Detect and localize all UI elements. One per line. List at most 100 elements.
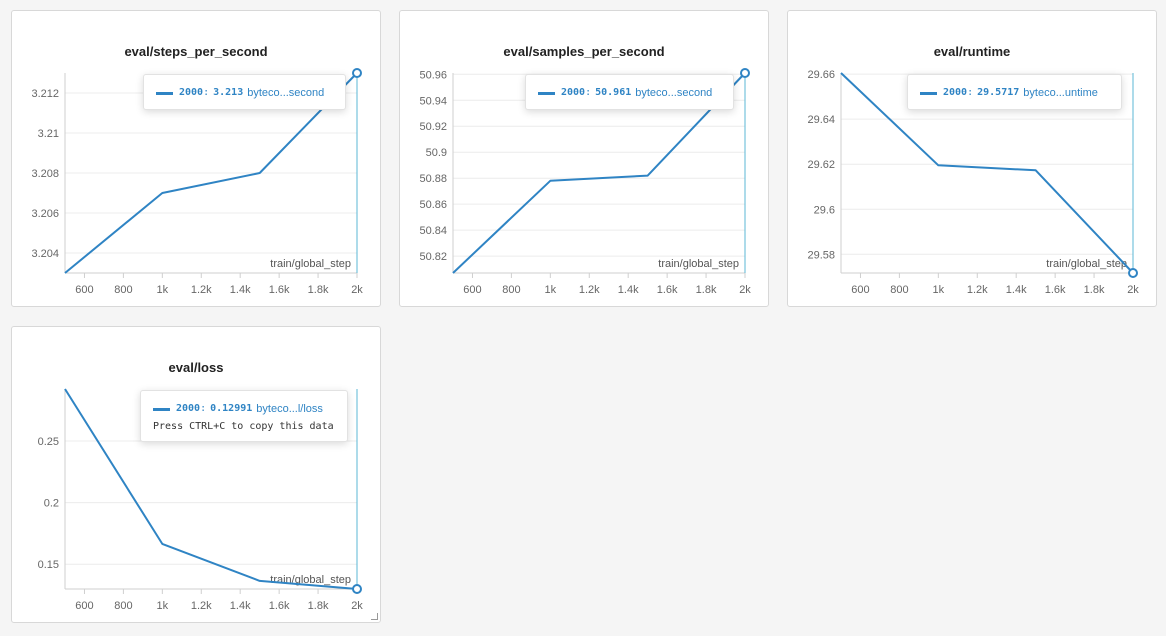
tooltip-value: 50.961 (595, 87, 632, 98)
x-tick-label: 2k (351, 284, 363, 296)
x-axis-label: train/global_step (658, 258, 739, 270)
y-tick-label: 50.84 (419, 225, 447, 237)
y-tick-label: 3.204 (31, 248, 59, 260)
y-tick-label: 0.15 (38, 559, 59, 571)
series-line (840, 72, 1134, 274)
x-tick-label: 800 (114, 284, 132, 296)
y-tick-label: 50.94 (419, 95, 447, 107)
hover-point (352, 68, 362, 78)
x-tick-label: 1.4k (230, 600, 251, 612)
hover-tooltip: 2000 : 50.961 byteco...second (525, 74, 734, 110)
tooltip-step: 2000 (943, 87, 968, 98)
chart-title: eval/runtime (933, 44, 1011, 59)
x-tick-label: 1.2k (191, 600, 212, 612)
x-tick-label: 1.2k (191, 284, 212, 296)
tooltip-step: 2000 (176, 403, 201, 414)
series-swatch (538, 91, 555, 95)
y-tick-label: 29.58 (807, 249, 835, 261)
x-tick-label: 800 (890, 284, 908, 296)
y-tick-label: 29.64 (807, 114, 835, 126)
chart-svg[interactable]: 50.96 50.94 50.92 50.9 50.88 50.86 50.84 50.82 6… (400, 11, 770, 308)
x-tick-label: 1.4k (230, 284, 251, 296)
chart-panel-runtime: eval/runtime 29.66 29.64 29.62 29.6 29.58 600… (787, 10, 1157, 307)
x-tick-label: 1.6k (1045, 284, 1066, 296)
series-line (452, 72, 746, 274)
y-tick-label: 50.9 (426, 147, 447, 159)
x-tick-label: 1.6k (657, 284, 678, 296)
x-tick-label: 1k (545, 284, 557, 296)
x-axis-label: train/global_step (270, 258, 351, 270)
x-axis-label: train/global_step (1046, 258, 1127, 270)
series-line (64, 388, 358, 590)
x-tick-label: 800 (502, 284, 520, 296)
hover-tooltip: 2000 : 3.213 byteco...second (143, 74, 346, 110)
chart-panel-loss: eval/loss 0.25 0.2 0.15 600 800 1k 1.2k 1.4k 1.6… (11, 326, 381, 623)
y-tick-label: 3.212 (31, 88, 59, 100)
tooltip-series-name: byteco...untime (1023, 87, 1098, 99)
tooltip-step: 2000 (561, 87, 586, 98)
hover-point (1128, 268, 1138, 278)
hover-tooltip: 2000 : 0.12991 byteco...l/loss Press CTR… (140, 390, 348, 442)
y-tick-label: 29.6 (814, 204, 835, 216)
tooltip-separator: : (967, 87, 974, 98)
x-tick-label: 600 (851, 284, 869, 296)
x-tick-label: 1.4k (1006, 284, 1027, 296)
y-tick-label: 50.82 (419, 251, 447, 263)
chart-title: eval/loss (168, 360, 224, 375)
x-tick-label: 2k (1127, 284, 1139, 296)
hover-point (740, 68, 750, 78)
y-tick-label: 3.208 (31, 168, 59, 180)
series-swatch (920, 91, 937, 95)
x-tick-label: 1k (933, 284, 945, 296)
y-tick-label: 50.92 (419, 121, 447, 133)
chart-panel-steps-per-second: eval/steps_per_second 3.212 3.21 3.208 3.20… (11, 10, 381, 307)
hover-tooltip: 2000 : 29.5717 byteco...untime (907, 74, 1122, 110)
x-tick-label: 1.4k (618, 284, 639, 296)
y-tick-label: 50.88 (419, 173, 447, 185)
x-tick-label: 1.8k (696, 284, 717, 296)
tooltip-series-name: byteco...l/loss (256, 403, 323, 415)
chart-panel-samples-per-second: eval/samples_per_second 50.96 50.94 50.92 5… (399, 10, 769, 307)
x-tick-label: 1.8k (308, 284, 329, 296)
y-tick-label: 50.86 (419, 199, 447, 211)
series-swatch (156, 91, 173, 95)
x-tick-label: 600 (75, 600, 93, 612)
copy-hint: Press CTRL+C to copy this data (153, 421, 334, 432)
x-tick-label: 2k (739, 284, 751, 296)
x-tick-label: 600 (75, 284, 93, 296)
x-tick-label: 600 (463, 284, 481, 296)
x-tick-label: 1.8k (1084, 284, 1105, 296)
series-line (64, 72, 358, 274)
series-swatch (153, 407, 170, 411)
y-tick-label: 3.206 (31, 208, 59, 220)
tooltip-value: 3.213 (213, 87, 244, 98)
y-tick-label: 29.62 (807, 159, 835, 171)
chart-svg[interactable]: 29.66 29.64 29.62 29.6 29.58 600 800 1k 1.2k 1.4k… (788, 11, 1158, 308)
x-tick-label: 800 (114, 600, 132, 612)
tooltip-series-name: byteco...second (247, 87, 325, 99)
y-tick-label: 3.21 (38, 128, 59, 140)
chart-svg[interactable]: 3.212 3.21 3.208 3.206 3.204 600 800 1k 1.2k 1.4k… (12, 11, 382, 308)
x-tick-label: 1.6k (269, 284, 290, 296)
x-tick-label: 1k (157, 284, 169, 296)
tooltip-value: 0.12991 (210, 403, 253, 414)
chart-title: eval/samples_per_second (503, 44, 665, 59)
x-tick-label: 1.6k (269, 600, 290, 612)
tooltip-separator: : (585, 87, 592, 98)
tooltip-separator: : (200, 403, 207, 414)
x-tick-label: 1.8k (308, 600, 329, 612)
y-tick-label: 0.2 (44, 498, 59, 510)
tooltip-value: 29.5717 (977, 87, 1020, 98)
tooltip-step: 2000 (179, 87, 204, 98)
resize-handle-icon[interactable] (371, 613, 378, 620)
tooltip-separator: : (203, 87, 210, 98)
hover-point (352, 584, 362, 594)
x-tick-label: 1.2k (579, 284, 600, 296)
x-tick-label: 1.2k (967, 284, 988, 296)
chart-title: eval/steps_per_second (124, 44, 268, 59)
x-tick-label: 2k (351, 600, 363, 612)
y-tick-label: 50.96 (419, 69, 447, 81)
x-tick-label: 1k (157, 600, 169, 612)
y-tick-label: 29.66 (807, 69, 835, 81)
